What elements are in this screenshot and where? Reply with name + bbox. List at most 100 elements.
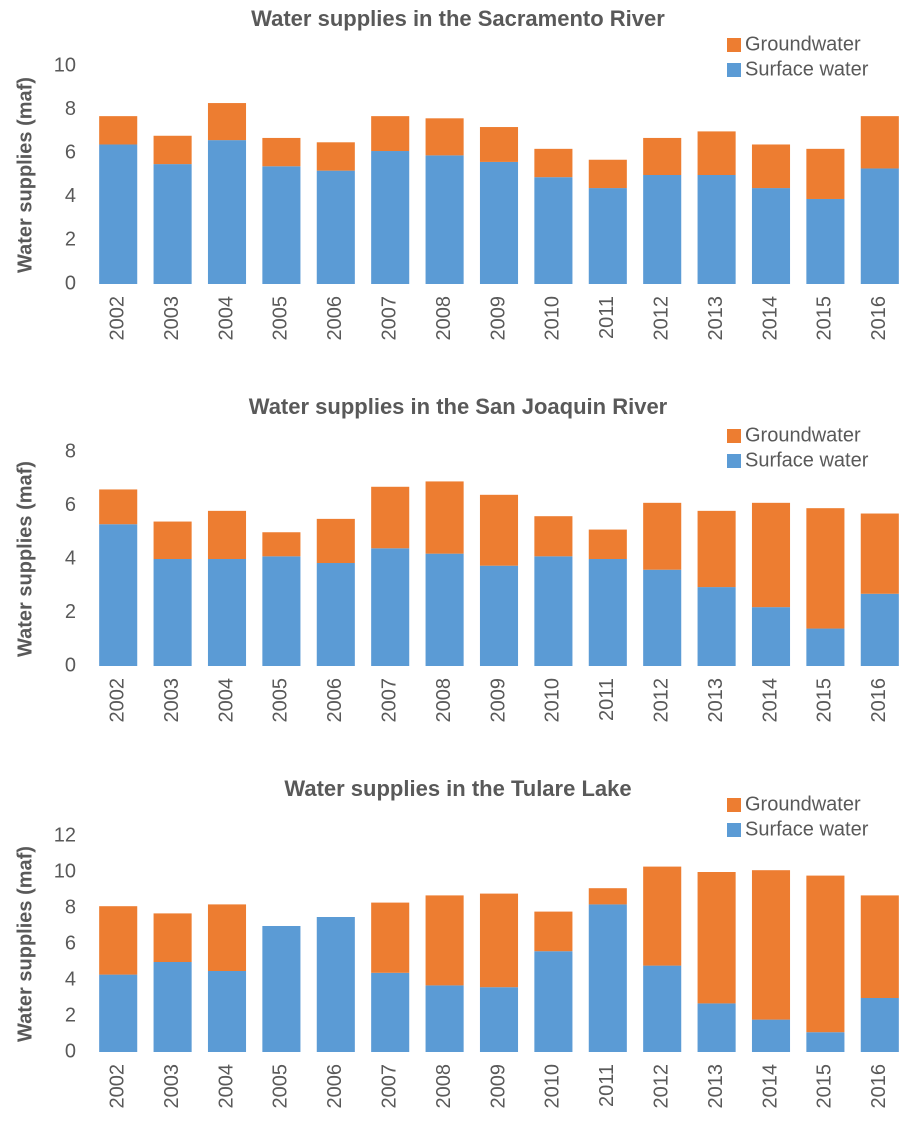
y-tick-label: 4 [65,185,76,207]
x-tick-label: 2014 [759,1064,781,1109]
bar-segment [643,175,682,284]
x-tick-label: 2002 [106,1064,128,1109]
bar-segment [697,510,736,588]
chart-title: Water supplies in the Tulare Lake [284,776,631,801]
x-tick-label: 2009 [487,1064,509,1109]
bar-segment [425,481,464,554]
x-tick-label: 2005 [270,1064,292,1109]
bar-segment [479,494,519,566]
bar-segment [697,872,736,1004]
bar-segment [806,1032,845,1052]
y-tick-label: 0 [65,654,76,676]
legend-label: Surface water [745,58,869,80]
bar-segment [99,906,138,975]
x-tick-label: 2006 [324,1064,346,1109]
bar-segment [806,198,845,284]
bar-segment [262,166,301,284]
x-tick-label: 2012 [650,296,672,341]
bar-segment [371,116,410,152]
x-tick-label: 2004 [215,296,237,341]
x-tick-label: 2016 [868,296,890,341]
bar-segment [588,159,627,189]
x-tick-label: 2002 [106,678,128,723]
bar-segment [806,148,845,199]
bar-segment [860,168,899,284]
bar-segment [99,144,138,284]
bar-segment [316,563,355,666]
x-tick-label: 2003 [161,678,183,723]
bar-segment [262,556,301,666]
x-tick-label: 2002 [106,296,128,341]
bar-segment [479,161,519,284]
y-axis-label: Water supplies (maf) [14,846,36,1042]
bar-segment [697,131,736,175]
bar-segment [751,144,791,189]
x-tick-label: 2008 [433,678,455,723]
x-tick-label: 2015 [814,296,836,341]
x-tick-label: 2006 [324,678,346,723]
bar-segment [207,559,247,666]
legend-label: Groundwater [745,793,861,815]
x-tick-label: 2011 [596,296,618,339]
bar-segment [860,895,899,998]
bar-segment [207,510,247,559]
legend-label: Surface water [745,449,869,471]
bar-segment [316,142,355,171]
bar-segment [588,888,627,905]
legend-label: Groundwater [745,424,861,446]
y-axis-label: Water supplies (maf) [14,461,36,657]
x-tick-label: 2016 [868,1064,890,1109]
bar-segment [534,177,573,284]
x-tick-label: 2016 [868,678,890,723]
bar-segment [588,529,627,559]
x-tick-label: 2013 [705,296,727,341]
x-tick-label: 2007 [378,678,400,723]
x-tick-label: 2009 [487,678,509,723]
bar-segment [643,502,682,570]
bar-segment [425,155,464,284]
bar-segment [806,508,845,629]
bar-segment [479,565,519,666]
y-tick-label: 0 [65,272,76,294]
chart-title: Water supplies in the Sacramento River [251,6,665,31]
bar-segment [316,917,355,1052]
x-tick-label: 2007 [378,296,400,341]
bar-segment [588,188,627,284]
bar-segment [643,965,682,1052]
x-tick-label: 2010 [542,1064,564,1109]
x-tick-label: 2005 [270,678,292,723]
y-tick-label: 8 [65,440,76,462]
bar-segment [207,103,247,141]
x-tick-label: 2010 [542,296,564,341]
x-tick-label: 2013 [705,678,727,723]
bar-segment [751,188,791,284]
bar-segment [425,985,464,1052]
y-tick-label: 8 [65,98,76,120]
bar-segment [751,502,791,608]
bar-segment [99,524,138,666]
legend-swatch [727,38,741,52]
x-tick-label: 2007 [378,1064,400,1109]
bar-segment [751,607,791,666]
chart-title: Water supplies in the San Joaquin River [249,394,668,419]
y-tick-label: 0 [65,1040,76,1062]
x-tick-label: 2003 [161,1064,183,1109]
bar-segment [588,559,627,666]
bar-segment [371,151,410,284]
x-tick-label: 2012 [650,1064,672,1109]
y-tick-label: 6 [65,932,76,954]
y-tick-label: 2 [65,601,76,623]
bar-segment [479,893,519,988]
bar-segment [697,587,736,666]
bar-segment [588,904,627,1052]
y-tick-label: 8 [65,896,76,918]
bar-segment [262,137,301,167]
bar-segment [371,972,410,1052]
bar-segment [643,137,682,175]
legend-swatch [727,429,741,443]
y-tick-label: 10 [54,54,76,76]
x-tick-label: 2003 [161,296,183,341]
x-tick-label: 2008 [433,296,455,341]
bar-segment [99,489,138,525]
